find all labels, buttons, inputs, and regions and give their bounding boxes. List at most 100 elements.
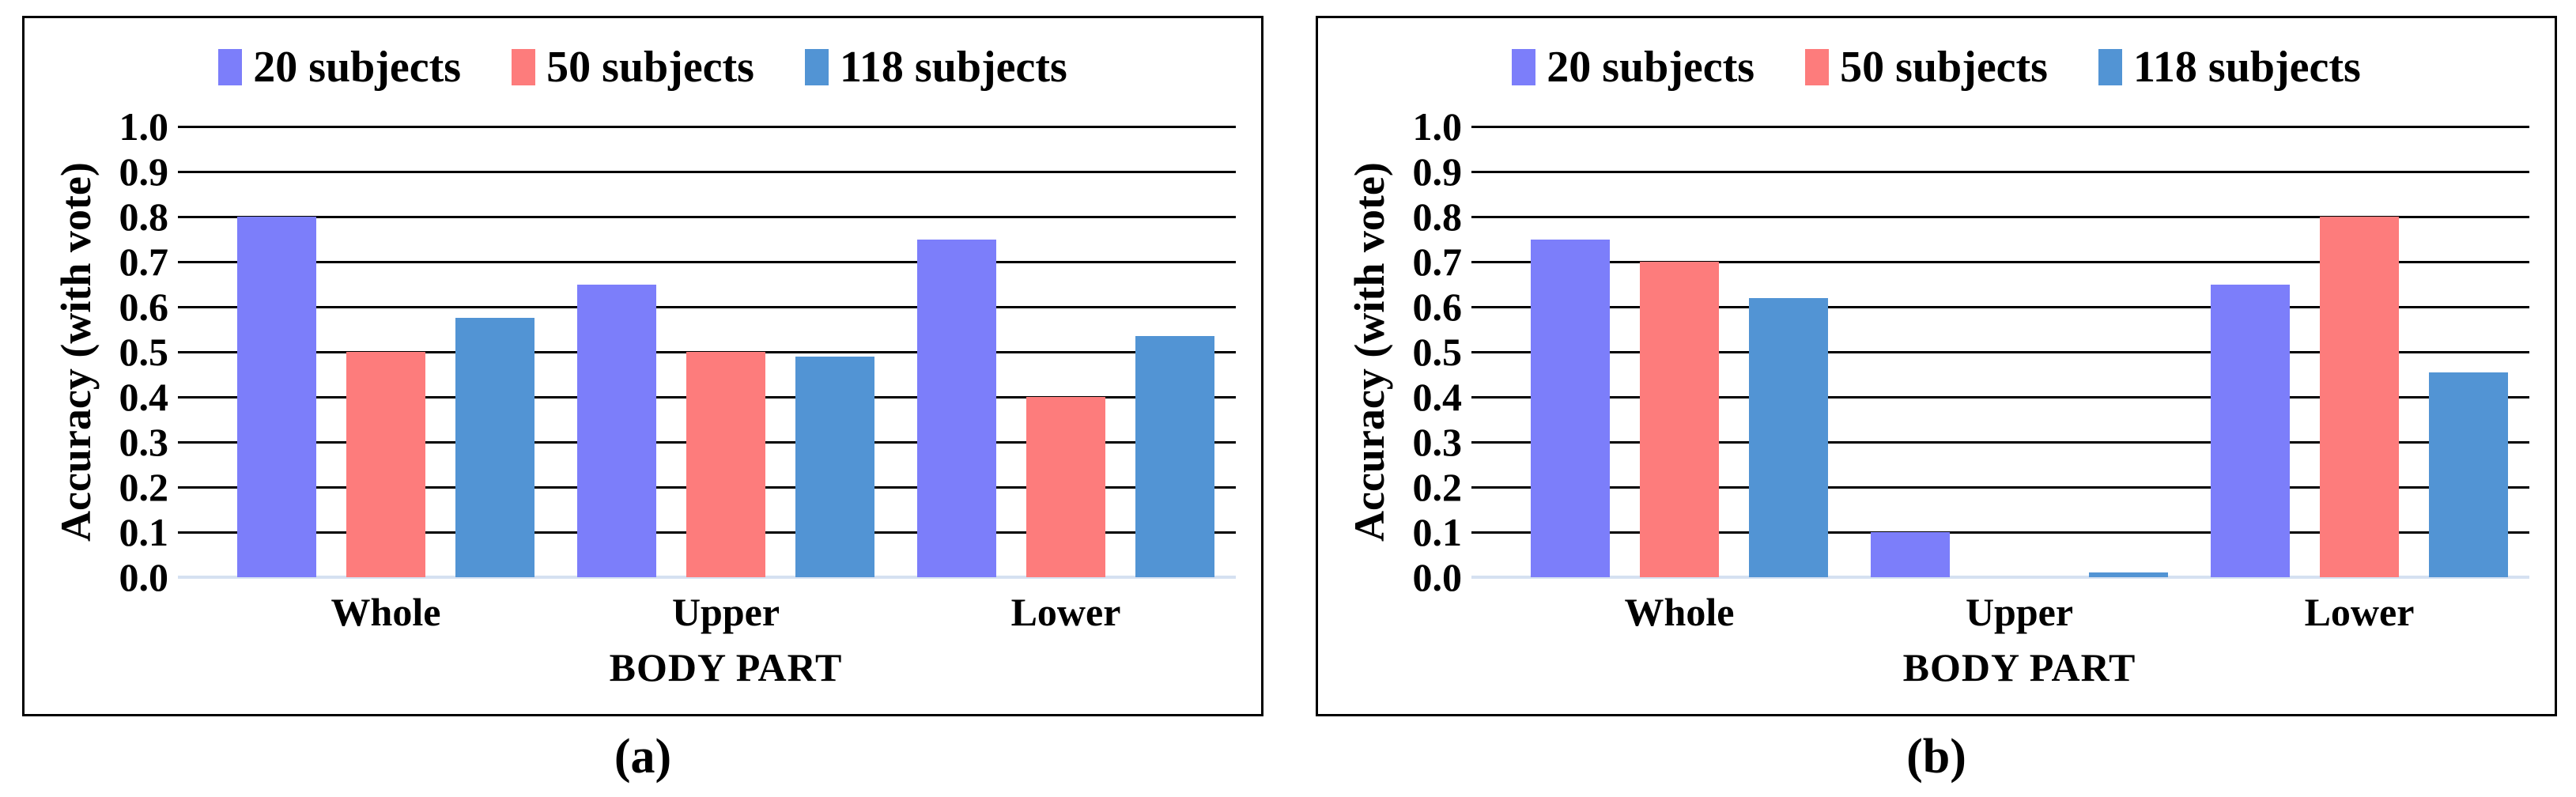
y-tick-label-0.0: 0.0 [1412,555,1463,599]
bar-group-lower [896,127,1236,577]
legend-label: 118 subjects [839,43,1067,92]
legend-item-20-subjects: 20 subjects [1512,42,1754,93]
x-tick-label-whole: Whole [1624,590,1735,634]
legend-swatch-icon [2098,49,2122,85]
bar-group-whole [216,127,556,577]
bar-group-whole [1509,127,1849,577]
y-tick-label-0.3: 0.3 [119,420,169,464]
y-tick-label-0.2: 0.2 [1412,465,1463,509]
y-tick-label-0.9: 0.9 [119,149,169,194]
legend-label: 20 subjects [1547,43,1755,92]
plot-area [1471,125,2529,579]
y-tick-label-0.6: 0.6 [1412,285,1463,329]
panel-b: 20 subjects 50 subjects 118 subjects Accur… [1316,16,2557,716]
y-tick-label-0.6: 0.6 [119,285,169,329]
gridline-0.8 [1471,215,2529,218]
x-axis-title: BODY PART [609,645,843,689]
legend-label: 50 subjects [546,43,754,92]
legend-label: 118 subjects [2132,43,2361,92]
legend: 20 subjects 50 subjects 118 subjects [1318,42,2555,93]
bar-group-lower [2189,127,2529,577]
y-tick-label-0.3: 0.3 [1412,420,1463,464]
legend-swatch-icon [804,49,829,85]
x-tick-labels: Whole Upper Lower [216,589,1236,635]
gridline-0.1 [1471,531,2529,534]
x-tick-label-lower: Lower [1010,590,1121,634]
x-tick-label-upper: Upper [671,590,780,634]
y-tick-label-0.9: 0.9 [1412,149,1463,194]
legend-item-20-subjects: 20 subjects [218,42,461,93]
y-tick-label-0.4: 0.4 [1412,375,1463,419]
bar-upper-118-subjects [795,356,874,577]
bar-lower-118-subjects [1135,336,1214,577]
bar-upper-118-subjects [2089,572,2168,577]
y-tick-label-0.2: 0.2 [119,465,169,509]
y-tick-label-0.1: 0.1 [1412,510,1463,554]
legend: 20 subjects 50 subjects 118 subjects [25,42,1261,93]
gridline-0.7 [1471,260,2529,263]
bar-lower-50-subjects [1026,397,1105,577]
y-tick-label-0.5: 0.5 [119,330,169,374]
bar-whole-50-subjects [1640,262,1719,577]
x-tick-label-lower: Lower [2304,590,2415,634]
bar-whole-20-subjects [237,217,316,577]
gridline-0.5 [1471,350,2529,353]
y-tick-labels: 1.0 0.9 0.8 0.7 0.6 0.5 0.4 0.3 0.2 0.1 0.0 [1318,18,1463,714]
y-tick-label-0.7: 0.7 [119,240,169,284]
y-tick-label-0.8: 0.8 [1412,195,1463,239]
bar-groups [1509,127,2529,577]
bar-lower-20-subjects [2211,284,2290,577]
x-axis-baseline [178,576,1236,579]
caption-a: (a) [614,730,672,784]
bar-lower-20-subjects [917,239,996,577]
y-tick-label-1.0: 1.0 [1412,104,1463,149]
y-tick-label-0.4: 0.4 [119,375,169,419]
legend-swatch-icon [218,49,243,85]
x-axis-title: BODY PART [1902,645,2136,689]
y-tick-label-0.8: 0.8 [119,195,169,239]
legend-swatch-icon [512,49,536,85]
legend-item-118-subjects: 118 subjects [2098,42,2361,93]
legend-item-50-subjects: 50 subjects [512,42,754,93]
y-tick-label-0.1: 0.1 [119,510,169,554]
bar-upper-50-subjects [686,352,765,577]
y-tick-label-1.0: 1.0 [119,104,169,149]
legend-label: 50 subjects [1840,43,2048,92]
panel-a: 20 subjects 50 subjects 118 subjects Accur… [22,16,1263,716]
gridline-1.0 [1471,125,2529,128]
bar-groups [216,127,1236,577]
x-tick-labels: Whole Upper Lower [1509,589,2529,635]
bar-upper-20-subjects [577,284,656,577]
y-tick-labels: 1.0 0.9 0.8 0.7 0.6 0.5 0.4 0.3 0.2 0.1 0.0 [25,18,169,714]
legend-swatch-icon [1512,49,1536,85]
caption-b: (b) [1906,730,1966,784]
gridline-0.9 [178,170,1236,173]
legend-swatch-icon [1805,49,1830,85]
gridline-0.6 [178,305,1236,308]
gridline-0.3 [1471,440,2529,444]
gridline-0.6 [1471,305,2529,308]
bar-group-upper [556,127,896,577]
legend-label: 20 subjects [253,43,462,92]
bar-whole-50-subjects [346,352,425,577]
gridline-1.0 [178,125,1236,128]
x-tick-label-whole: Whole [330,590,441,634]
bar-group-upper [1849,127,2189,577]
gridline-0.9 [1471,170,2529,173]
gridline-0.7 [178,260,1236,263]
legend-item-118-subjects: 118 subjects [804,42,1067,93]
x-tick-label-upper: Upper [1965,590,2074,634]
bar-lower-118-subjects [2429,372,2508,577]
y-tick-label-0.0: 0.0 [119,555,169,599]
legend-item-50-subjects: 50 subjects [1805,42,2048,93]
gridline-0.8 [178,215,1236,218]
bar-whole-118-subjects [455,318,534,577]
plot-area [178,125,1236,579]
bar-whole-118-subjects [1749,297,1828,577]
bar-lower-50-subjects [2320,217,2399,577]
bar-upper-20-subjects [1871,532,1950,577]
bar-whole-20-subjects [1531,239,1610,577]
y-tick-label-0.7: 0.7 [1412,240,1463,284]
gridline-0.2 [1471,485,2529,489]
